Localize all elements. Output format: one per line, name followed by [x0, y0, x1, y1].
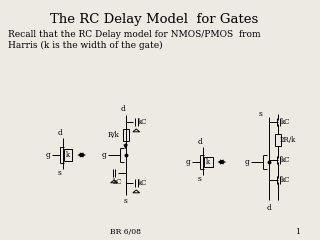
Text: d: d	[58, 129, 62, 137]
Bar	[204, 157, 212, 167]
Bar	[64, 149, 72, 161]
Text: kC: kC	[138, 118, 148, 126]
Text: d: d	[197, 138, 203, 146]
Text: g: g	[46, 151, 51, 159]
Text: k: k	[66, 151, 70, 159]
Text: 2R/k: 2R/k	[280, 136, 296, 144]
Text: 1: 1	[295, 228, 300, 236]
Text: Recall that the RC Delay model for NMOS/PMOS  from
Harris (k is the width of the: Recall that the RC Delay model for NMOS/…	[8, 30, 260, 49]
Text: kC: kC	[138, 179, 148, 187]
Text: s: s	[198, 175, 202, 183]
Bar	[275, 134, 281, 146]
Text: kC: kC	[281, 118, 291, 126]
Text: s: s	[124, 197, 128, 205]
Text: BR 6/08: BR 6/08	[110, 228, 141, 236]
Text: s: s	[58, 169, 62, 177]
Text: g: g	[102, 151, 107, 159]
Text: d: d	[266, 204, 271, 212]
Text: s: s	[259, 110, 263, 118]
Text: k: k	[206, 158, 210, 166]
Text: The RC Delay Model  for Gates: The RC Delay Model for Gates	[51, 13, 259, 26]
Text: g: g	[245, 158, 250, 166]
Text: R/k: R/k	[108, 131, 120, 139]
Text: d: d	[120, 105, 125, 113]
Text: kC: kC	[113, 178, 123, 186]
Text: kC: kC	[281, 176, 291, 184]
Text: kC: kC	[281, 156, 291, 164]
Text: g: g	[186, 158, 191, 166]
Bar	[123, 129, 129, 141]
